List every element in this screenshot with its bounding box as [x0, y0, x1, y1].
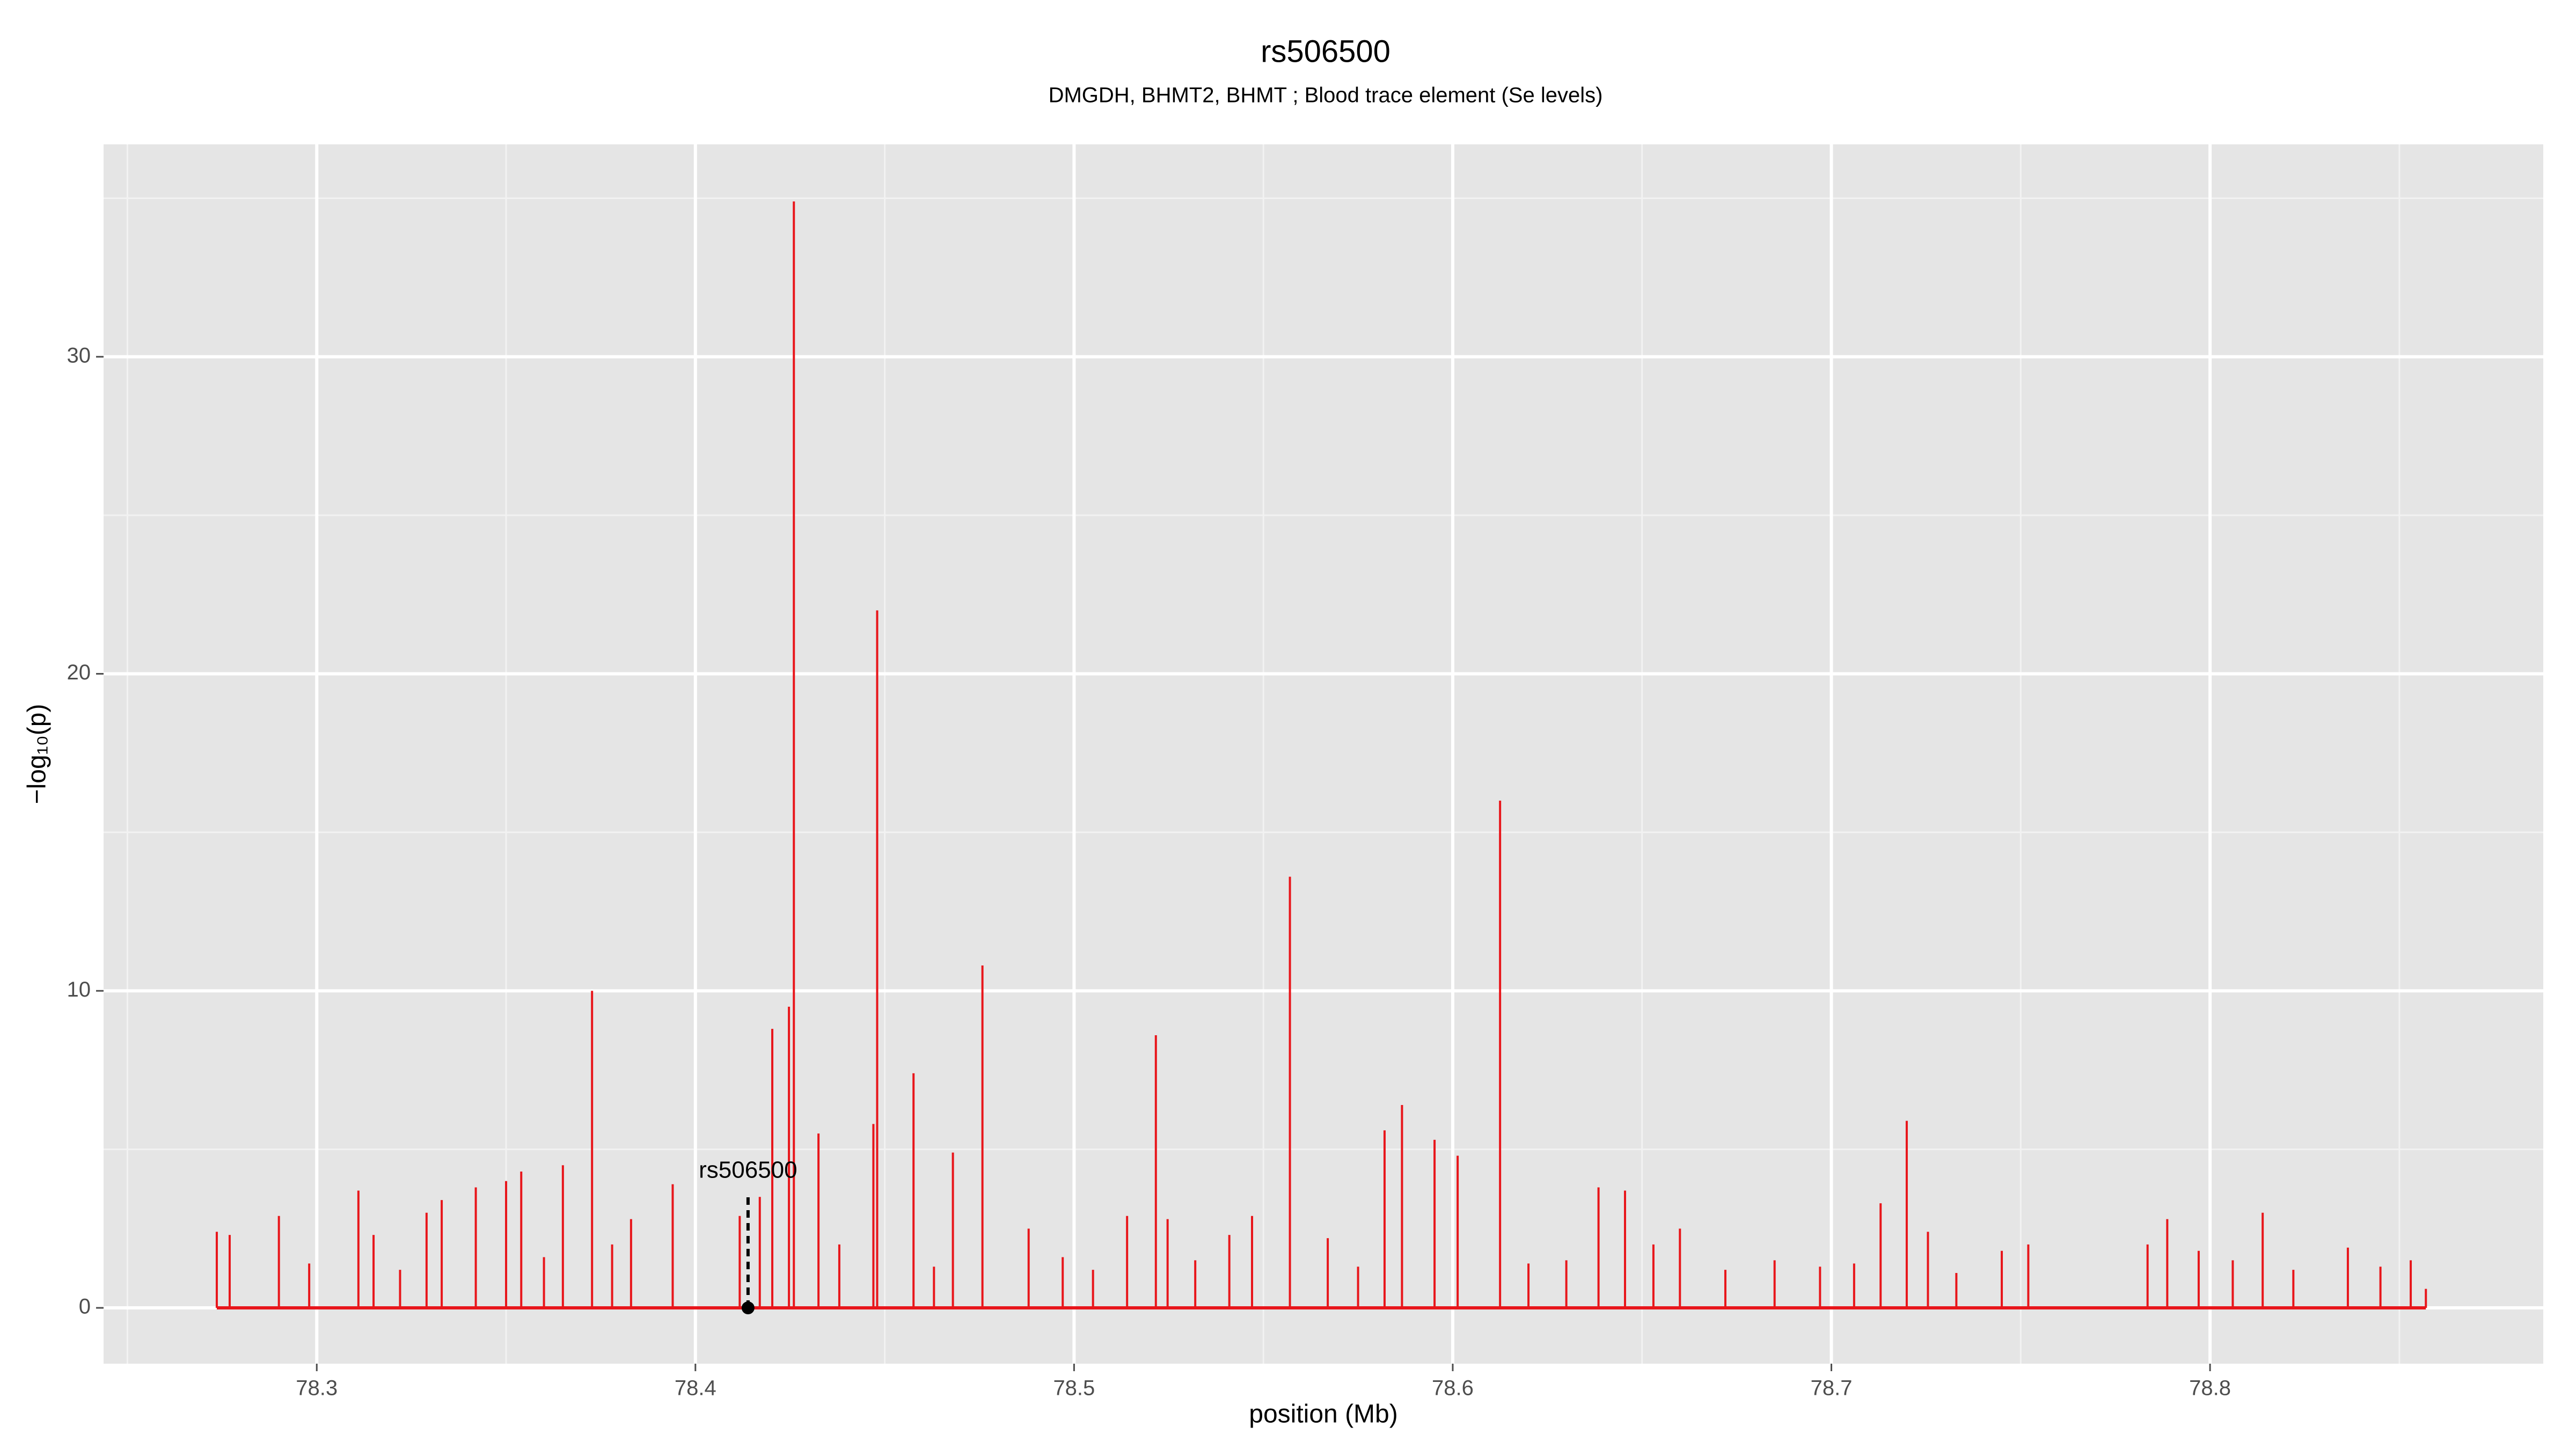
x-tick-label: 78.8	[2189, 1377, 2231, 1400]
y-tick-label: 10	[67, 978, 91, 1001]
annotation-label: rs506500	[699, 1157, 797, 1183]
y-axis-label: −log₁₀(p)	[23, 704, 52, 804]
x-tick-label: 78.5	[1053, 1377, 1095, 1400]
x-tick-label: 78.7	[1811, 1377, 1853, 1400]
y-tick-label: 0	[79, 1295, 91, 1319]
chart-subtitle: DMGDH, BHMT2, BHMT ; Blood trace element…	[1049, 84, 1603, 107]
x-axis-label: position (Mb)	[1249, 1400, 1397, 1429]
x-tick-label: 78.6	[1432, 1377, 1474, 1400]
annotation-point	[741, 1301, 755, 1315]
y-tick-label: 20	[67, 661, 91, 684]
plot-panel	[104, 144, 2543, 1364]
x-tick-label: 78.3	[296, 1377, 338, 1400]
chart-title: rs506500	[1261, 34, 1391, 69]
x-tick-label: 78.4	[675, 1377, 716, 1400]
y-tick-label: 30	[67, 343, 91, 367]
